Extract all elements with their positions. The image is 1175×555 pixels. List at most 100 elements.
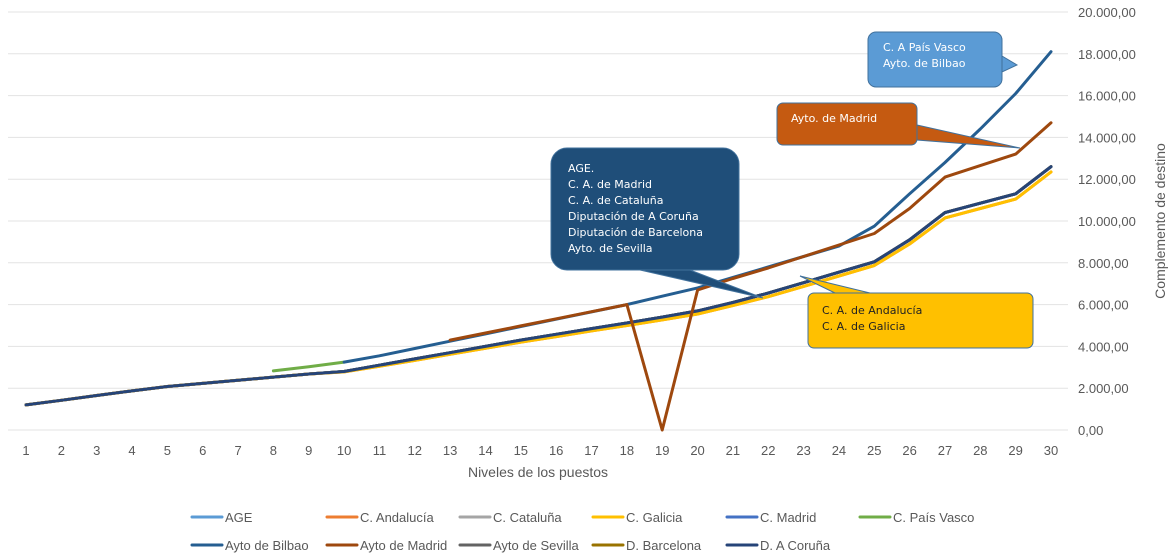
y-tick-label: 14.000,00 [1078,130,1136,145]
x-tick-label: 14 [478,443,492,458]
series-line-c-catalu-a [24,165,1053,407]
series-line-age [24,165,1053,407]
callout-line: Ayto. de Bilbao [883,57,966,70]
callout-body [867,31,1003,88]
legend-item: C. Madrid [725,510,816,525]
legend-label: C. Andalucía [360,510,434,525]
callout-body [550,147,740,271]
x-tick-label: 19 [655,443,669,458]
legend-label: Ayto de Madrid [360,538,447,553]
x-tick-label: 3 [93,443,100,458]
callout-line: AGE. [568,162,595,175]
y-tick-label: 6.000,00 [1078,298,1129,313]
legend-label: D. A Coruña [760,538,831,553]
callout-body [776,102,918,146]
x-tick-label: 29 [1008,443,1022,458]
x-tick-label: 24 [832,443,846,458]
legend-label: Ayto de Bilbao [225,538,309,553]
legend-item: Ayto de Madrid [325,538,447,553]
x-tick-labels: 1 2 3 4 5 6 7 8 9 10 11 12 13 14 15 16 17 18 19 20 21 22 23 24 2… [22,443,1058,458]
y-tick-label: 8.000,00 [1078,256,1129,271]
callouts [550,31,1034,349]
callout-line: C. A. de Madrid [568,178,653,191]
series-line-c-pa-s-vasco [271,360,346,373]
callout-line: Ayto. de Madrid [791,112,878,125]
series-line-c-madrid [24,165,1053,407]
x-tick-label: 6 [199,443,206,458]
y-tick-label: 2.000,00 [1078,381,1129,396]
x-tick-label: 23 [796,443,810,458]
y-axis-label: Complemento de destino [1152,143,1168,299]
legend-item: C. País Vasco [858,510,974,525]
x-axis-label: Niveles de los puestos [468,464,608,480]
x-tick-label: 25 [867,443,881,458]
x-tick-label: 5 [164,443,171,458]
callout-line: C. A País Vasco [883,41,966,54]
x-tick-label: 17 [584,443,598,458]
callout-tail [1001,55,1019,73]
y-tick-label: 10.000,00 [1078,214,1136,229]
x-tick-label: 27 [938,443,952,458]
callout-box [799,275,1034,349]
x-tick-label: 16 [549,443,563,458]
callout-line: Ayto. de Sevilla [568,242,653,255]
y-tick-label: 16.000,00 [1078,89,1136,104]
x-tick-label: 2 [58,443,65,458]
legend-label: AGE [225,510,253,525]
callout-text: AGE. C. A. de Madrid C. A. de Cataluña Dipu… [568,161,703,257]
series-line-d-barcelona [24,165,1053,407]
legend-label: C. País Vasco [893,510,974,525]
series-line-ayto-de-madrid [448,121,1053,432]
series-line-d-a-coru-a [24,165,1053,407]
x-tick-label: 12 [408,443,422,458]
x-tick-label: 22 [761,443,775,458]
x-tick-label: 20 [690,443,704,458]
callout-line: Diputación de Barcelona [568,226,703,239]
series-line-ayto-de-sevilla [24,165,1053,407]
y-tick-label: 12.000,00 [1078,172,1136,187]
x-tick-label: 26 [902,443,916,458]
legend-item: Ayto de Bilbao [190,538,309,553]
x-tick-label: 4 [128,443,135,458]
y-tick-labels: 0,00 2.000,00 4.000,00 6.000,00 8.000,00 10.0… [1078,5,1136,438]
legend-label: C. Cataluña [493,510,562,525]
x-tick-label: 30 [1044,443,1058,458]
x-tick-label: 10 [337,443,351,458]
callout-text: C. A País Vasco Ayto. de Bilbao [883,40,966,72]
callout-line: C. A. de Galicia [822,320,906,333]
x-tick-label: 1 [22,443,29,458]
callout-line: Diputación de A Coruña [568,210,699,223]
x-tick-label: 21 [726,443,740,458]
callout-box [867,31,1019,88]
legend-item: AGE [190,510,253,525]
legend-label: C. Galicia [626,510,683,525]
callout-line: C. A. de Cataluña [568,194,664,207]
x-tick-label: 28 [973,443,987,458]
legend-item: C. Andalucía [325,510,434,525]
x-tick-label: 15 [514,443,528,458]
y-tick-label: 4.000,00 [1078,339,1129,354]
legend-item: Ayto de Sevilla [458,538,580,553]
legend-item: D. Barcelona [591,538,702,553]
callout-body [807,292,1034,349]
x-tick-label: 7 [234,443,241,458]
x-tick-label: 13 [443,443,457,458]
callout-tail [916,124,1021,149]
callout-line: C. A. de Andalucía [822,304,923,317]
x-tick-label: 11 [373,443,387,458]
x-tick-label: 18 [620,443,634,458]
legend: AGE C. Andalucía C. Cataluña C. Galicia C. M… [190,510,974,553]
legend-label: C. Madrid [760,510,816,525]
y-tick-label: 18.000,00 [1078,47,1136,62]
y-tick-label: 20.000,00 [1078,5,1136,20]
callout-box [550,147,764,299]
y-tick-label: 0,00 [1078,423,1103,438]
legend-item: C. Cataluña [458,510,562,525]
x-tick-label: 8 [270,443,277,458]
callout-text: Ayto. de Madrid [791,111,877,127]
legend-label: D. Barcelona [626,538,702,553]
legend-item: C. Galicia [591,510,683,525]
callout-text: C. A. de Andalucía C. A. de Galicia [822,303,922,335]
